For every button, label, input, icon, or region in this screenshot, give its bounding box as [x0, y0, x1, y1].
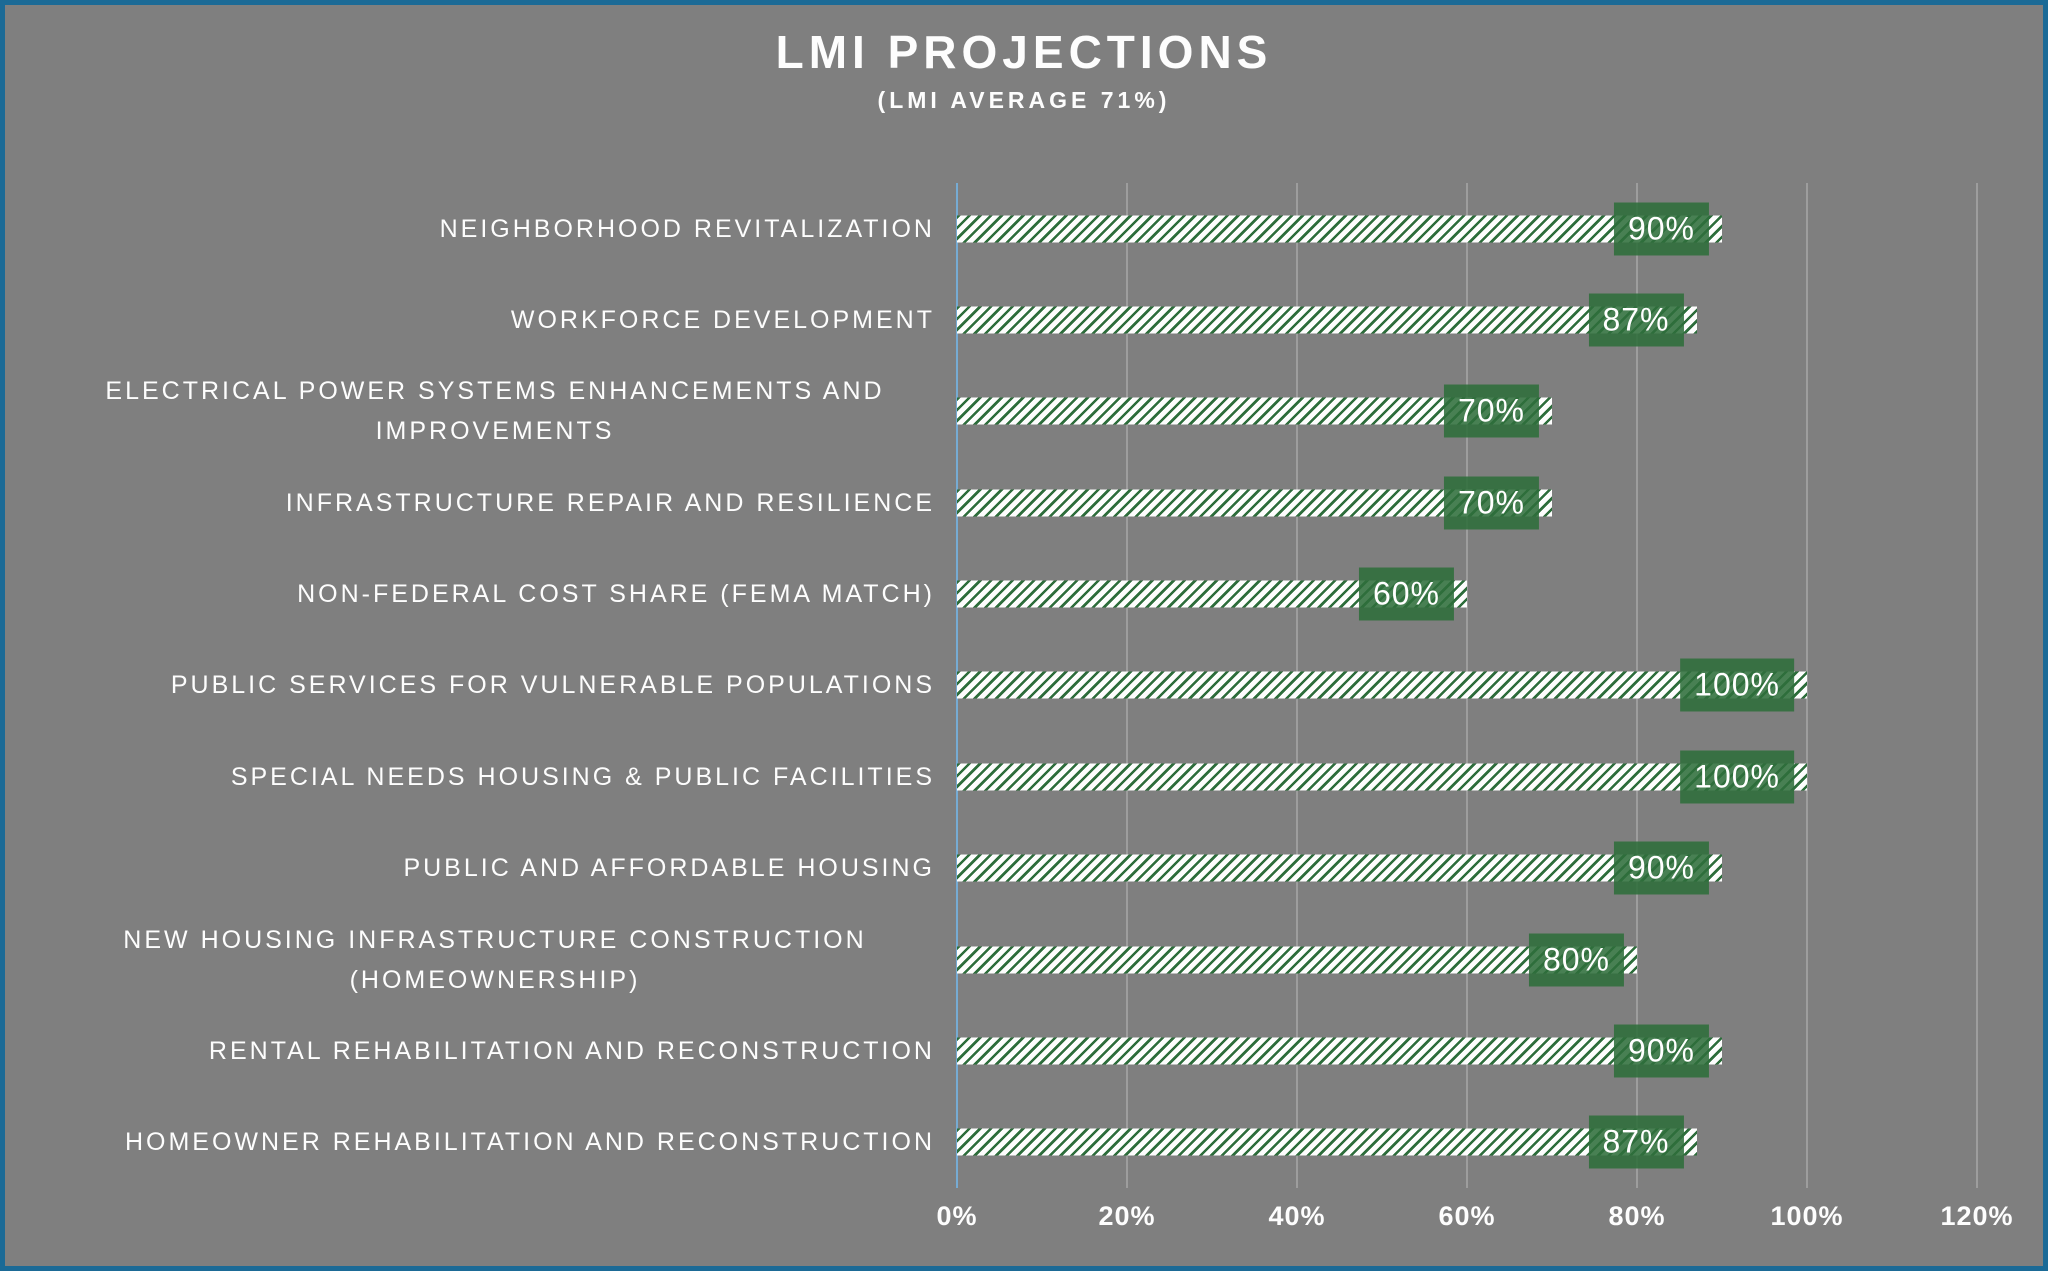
category-label-row: WORKFORCE DEVELOPMENT: [19, 274, 935, 365]
bar-value-badge: 87%: [1588, 293, 1684, 347]
category-label: ELECTRICAL POWER SYSTEMS ENHANCEMENTS AN…: [105, 377, 885, 446]
category-axis: NEIGHBORHOOD REVITALIZATION WORKFORCE DEV…: [19, 183, 935, 1188]
plot-area: 90% 87% 70% 70% 60% 100% 100% 90% 80% 90% 87%: [956, 183, 1978, 1188]
bar-row: 70%: [957, 366, 1977, 457]
x-axis-tick-label: 0%: [936, 1201, 978, 1231]
bar-value-badge: 80%: [1528, 933, 1624, 987]
bar-row: 70%: [957, 457, 1977, 548]
bar-value-badge: 90%: [1613, 202, 1709, 256]
bar: [957, 215, 1722, 243]
bar-row: 80%: [957, 914, 1977, 1005]
bar-row: 90%: [957, 1005, 1977, 1096]
category-label-row: INFRASTRUCTURE REPAIR AND RESILIENCE: [19, 457, 935, 548]
category-label-row: PUBLIC SERVICES FOR VULNERABLE POPULATIO…: [19, 640, 935, 731]
bar: [957, 1128, 1697, 1156]
bar-row: 60%: [957, 548, 1977, 639]
chart-title: LMI PROJECTIONS: [775, 26, 1273, 78]
category-label: NEW HOUSING INFRASTRUCTURE CONSTRUCTION …: [123, 925, 867, 994]
bar-row: 90%: [957, 823, 1977, 914]
category-label-row: PUBLIC AND AFFORDABLE HOUSING: [19, 823, 935, 914]
gridline: [1976, 183, 1978, 1188]
bar-value-badge: 100%: [1680, 658, 1794, 712]
category-label: RENTAL REHABILITATION AND RECONSTRUCTION: [208, 1036, 935, 1065]
value-axis: 0% 20% 40% 60% 80% 100% 120%: [936, 1201, 2012, 1245]
category-label-row: RENTAL REHABILITATION AND RECONSTRUCTION: [19, 1005, 935, 1096]
bar-row: 100%: [957, 640, 1977, 731]
bar: [957, 854, 1722, 882]
category-label: HOMEOWNER REHABILITATION AND RECONSTRUCT…: [124, 1128, 935, 1157]
bar: [957, 1037, 1722, 1065]
category-label-row: HOMEOWNER REHABILITATION AND RECONSTRUCT…: [19, 1097, 935, 1188]
category-label: INFRASTRUCTURE REPAIR AND RESILIENCE: [285, 488, 935, 517]
bar-rows: 90% 87% 70% 70% 60% 100% 100% 90% 80% 90% 87%: [957, 183, 1977, 1188]
bar: [957, 306, 1697, 334]
bar-row: 90%: [957, 183, 1977, 274]
bar-row: 100%: [957, 731, 1977, 822]
x-axis-tick-label: 60%: [1438, 1201, 1496, 1231]
category-label-row: NEW HOUSING INFRASTRUCTURE CONSTRUCTION …: [19, 914, 935, 1005]
category-label-row: SPECIAL NEEDS HOUSING & PUBLIC FACILITIE…: [19, 731, 935, 822]
bar-value-badge: 60%: [1358, 567, 1454, 621]
bar-value-badge: 70%: [1443, 384, 1539, 438]
bar-row: 87%: [957, 1097, 1977, 1188]
category-label: PUBLIC SERVICES FOR VULNERABLE POPULATIO…: [170, 671, 935, 700]
bar: [957, 763, 1807, 791]
bar-value-badge: 87%: [1588, 1115, 1684, 1169]
x-axis-tick-label: 100%: [1770, 1201, 1844, 1231]
bar-value-badge: 90%: [1613, 1024, 1709, 1078]
category-label-row: ELECTRICAL POWER SYSTEMS ENHANCEMENTS AN…: [19, 366, 935, 457]
bar-value-badge: 70%: [1443, 476, 1539, 530]
category-label-row: NEIGHBORHOOD REVITALIZATION: [19, 183, 935, 274]
bar-value-badge: 90%: [1613, 841, 1709, 895]
bar-row: 87%: [957, 274, 1977, 365]
category-label: PUBLIC AND AFFORDABLE HOUSING: [403, 854, 935, 883]
category-label: NEIGHBORHOOD REVITALIZATION: [439, 214, 935, 243]
x-axis-tick-label: 120%: [1940, 1201, 2014, 1231]
x-axis-tick-label: 20%: [1098, 1201, 1156, 1231]
bar: [957, 671, 1807, 699]
category-label: NON-FEDERAL COST SHARE (FEMA MATCH): [297, 580, 935, 609]
bar-value-badge: 100%: [1680, 750, 1794, 804]
category-label: SPECIAL NEEDS HOUSING & PUBLIC FACILITIE…: [230, 762, 935, 791]
x-axis-tick-label: 40%: [1268, 1201, 1326, 1231]
x-axis-tick-label: 80%: [1608, 1201, 1666, 1231]
bar: [957, 946, 1637, 974]
category-label-row: NON-FEDERAL COST SHARE (FEMA MATCH): [19, 548, 935, 639]
category-label: WORKFORCE DEVELOPMENT: [510, 306, 935, 335]
chart-subtitle: (LMI AVERAGE 71%): [877, 87, 1171, 113]
gridline: [1806, 183, 1808, 1188]
